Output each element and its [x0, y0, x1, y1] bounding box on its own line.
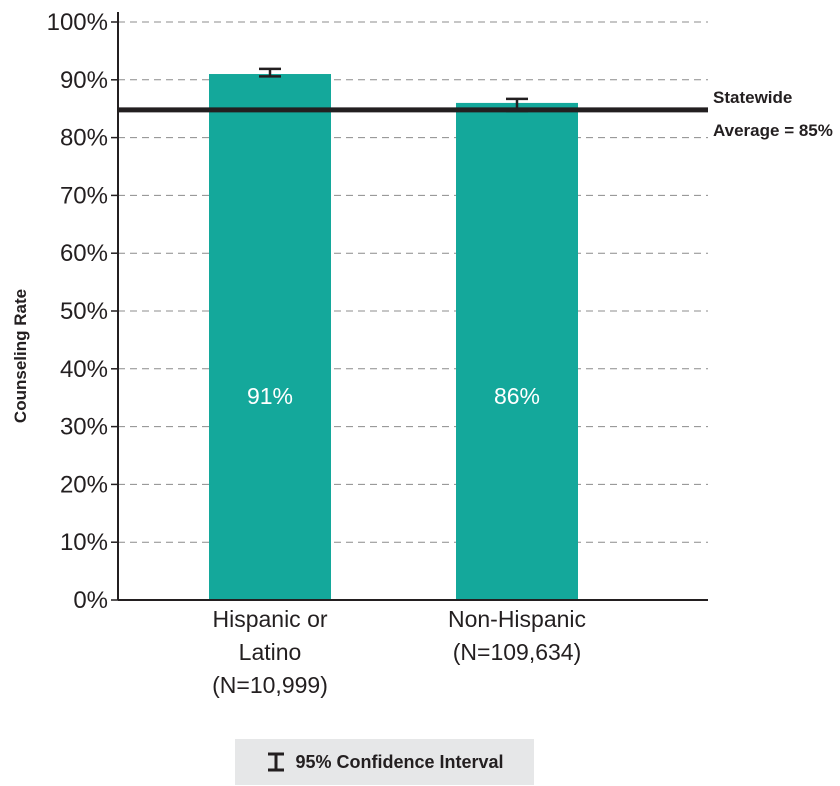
chart: 0% 10% 20% 30% 40% 50% 60% 70% 80% 90% 100% 91% Hisp…: [11, 9, 833, 698]
x-category-label: Hispanic or: [212, 606, 327, 632]
y-tick-label: 50%: [60, 298, 108, 325]
legend: 95% Confidence Interval: [235, 739, 534, 785]
y-tick-label: 20%: [60, 471, 108, 498]
y-axis-label: Counseling Rate: [11, 289, 30, 423]
x-category-label: Latino: [239, 639, 302, 665]
y-tick-label: 100%: [47, 9, 108, 36]
bar-value-label: 91%: [247, 383, 293, 409]
error-bar-icon: [268, 752, 285, 772]
bar: [209, 74, 331, 600]
x-category-label: Non-Hispanic: [448, 606, 586, 632]
y-tick-label: 70%: [60, 182, 108, 209]
y-tick-label: 30%: [60, 414, 108, 441]
reference-line-label: Statewide: [713, 88, 792, 107]
bar-value-label: 86%: [494, 383, 540, 409]
bar: [456, 102, 578, 601]
x-category-label: (N=109,634): [453, 639, 582, 665]
legend-label: 95% Confidence Interval: [295, 751, 504, 772]
y-tick-label: 90%: [60, 67, 108, 94]
y-tick-label: 80%: [60, 125, 108, 152]
reference-line-label: Average = 85%: [713, 121, 833, 140]
y-tick-label: 40%: [60, 356, 108, 383]
y-tick-label: 10%: [60, 529, 108, 556]
y-tick-label: 0%: [73, 587, 108, 614]
y-tick-label: 60%: [60, 240, 108, 267]
x-category-label: (N=10,999): [212, 672, 328, 698]
